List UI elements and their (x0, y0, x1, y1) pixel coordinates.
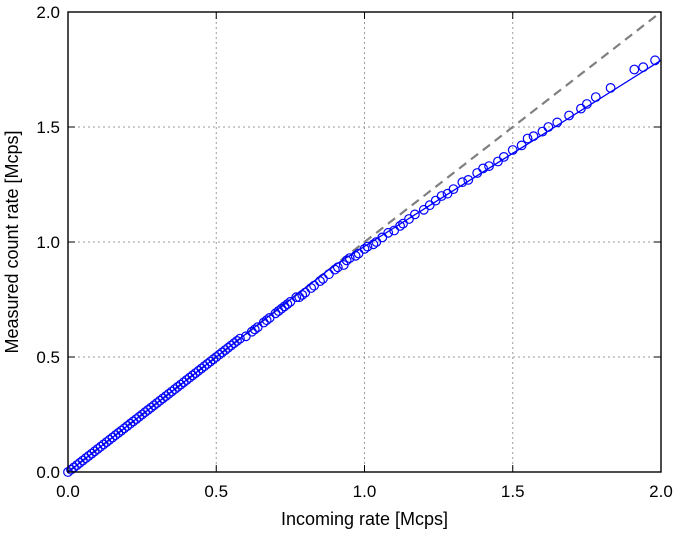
data-point (605, 82, 616, 93)
data-point (232, 336, 242, 346)
y-tick-label: 0.5 (36, 348, 60, 367)
x-tick-label: 0.5 (204, 482, 228, 501)
data-point (329, 264, 340, 275)
data-point (552, 117, 563, 128)
y-tick-label: 1.5 (36, 118, 60, 137)
data-point (478, 163, 489, 174)
data-point (436, 191, 447, 201)
data-point (564, 110, 574, 121)
data-point (650, 55, 660, 66)
data-point (395, 220, 405, 231)
data-point (332, 262, 343, 273)
marker-layer (63, 55, 660, 477)
data-point (410, 209, 420, 220)
data-point (344, 253, 355, 264)
data-point (261, 315, 272, 326)
data-point (463, 174, 474, 185)
y-tick-label: 2.0 (36, 3, 60, 22)
data-point (383, 227, 394, 238)
data-point (362, 241, 373, 252)
data-point (282, 299, 293, 310)
x-tick-label: 1.5 (501, 482, 525, 501)
x-tick-label: 2.0 (649, 482, 673, 501)
y-tick-label: 1.0 (36, 233, 60, 252)
data-point (590, 92, 601, 102)
data-point (297, 290, 308, 300)
data-point (306, 283, 317, 293)
data-point (341, 255, 352, 266)
data-point (315, 276, 325, 287)
data-point (448, 184, 459, 195)
x-tick-label: 0.0 (56, 482, 80, 501)
data-point (581, 99, 592, 109)
data-point (457, 177, 468, 188)
y-axis-title: Measured count rate [Mcps] (2, 130, 22, 353)
tick-layer: 0.0 0.5 1.0 1.5 2.0 0.0 0.5 1.0 1.5 2.0 (36, 3, 672, 501)
data-point (629, 64, 640, 75)
data-point (507, 145, 518, 155)
data-point (350, 250, 361, 261)
data-point (291, 292, 302, 303)
x-tick-label: 1.0 (353, 482, 377, 501)
data-point (359, 243, 370, 254)
data-point (235, 333, 245, 344)
data-point (249, 324, 260, 335)
data-point (528, 131, 539, 142)
data-point (638, 62, 649, 73)
data-point (368, 239, 379, 250)
data-point (484, 161, 494, 172)
x-axis-title: Incoming rate [Mcps] (281, 509, 448, 529)
data-point (498, 151, 509, 162)
data-point (516, 140, 527, 151)
data-point (543, 122, 554, 132)
data-point (324, 269, 334, 280)
data-point (522, 133, 533, 144)
y-tick-label: 0.0 (36, 463, 60, 482)
